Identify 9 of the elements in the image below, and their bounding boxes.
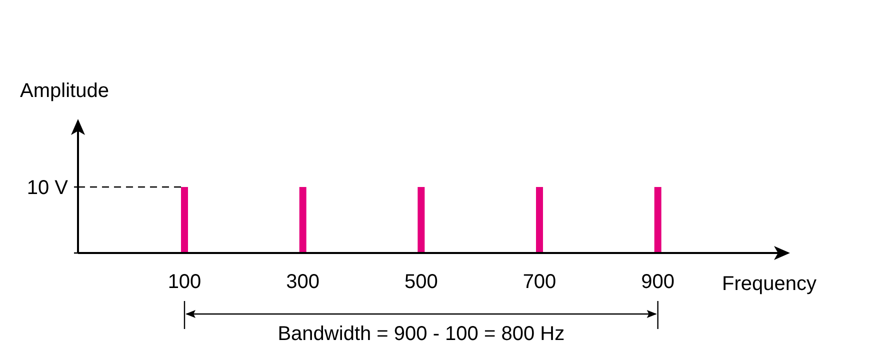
- x-tick-label: 700: [522, 271, 556, 293]
- y-axis-title: Amplitude: [20, 80, 109, 102]
- x-tick-label: 100: [168, 271, 202, 293]
- x-tick-label: 300: [286, 271, 320, 293]
- x-tick-label: 900: [641, 271, 675, 293]
- x-axis-title: Frequency: [722, 273, 816, 295]
- text: Bandwidth = 900 - 100 = 800 Hz: [278, 323, 565, 345]
- x-tick-label: 500: [404, 271, 438, 293]
- y-tick-label: 10 V: [26, 177, 69, 199]
